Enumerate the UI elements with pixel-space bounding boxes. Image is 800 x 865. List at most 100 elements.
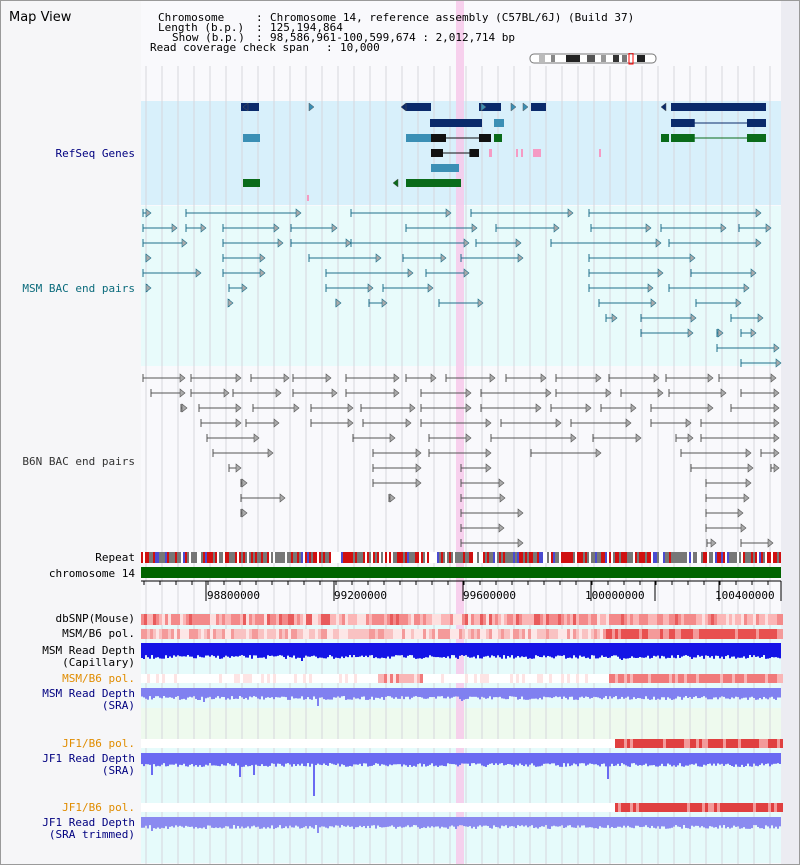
- repeat-segment: [759, 552, 761, 563]
- depth-bar: [455, 643, 457, 658]
- depth-bar: [551, 753, 553, 764]
- heatmap-cell: [381, 674, 384, 683]
- depth-bar: [499, 817, 501, 829]
- heatmap-cell: [453, 803, 456, 812]
- heatmap-cell: [594, 803, 597, 812]
- depth-bar: [575, 643, 577, 658]
- depth-bar: [609, 817, 611, 829]
- heatmap-cell: [342, 629, 345, 639]
- depth-bar: [241, 688, 243, 698]
- depth-bar: [631, 817, 633, 828]
- depth-bar: [467, 643, 469, 657]
- depth-bar: [595, 753, 597, 765]
- heatmap-cell: [576, 614, 579, 625]
- heatmap-cell: [675, 803, 678, 812]
- depth-bar: [159, 643, 161, 659]
- depth-bar: [601, 817, 603, 828]
- bac-end-arrow: [645, 223, 652, 233]
- heatmap-cell: [408, 629, 411, 639]
- depth-bar: [567, 688, 569, 700]
- depth-bar: [665, 753, 667, 767]
- depth-bar: [395, 753, 397, 765]
- chromosome-ideogram[interactable]: [529, 53, 659, 65]
- show-sep: :: [256, 31, 263, 44]
- depth-bar: [505, 688, 507, 700]
- heatmap-cell: [690, 674, 693, 683]
- depth-bar: [425, 643, 427, 658]
- heatmap-cell: [297, 739, 300, 748]
- repeat-segment: [209, 552, 211, 563]
- repeat-segment: [577, 552, 579, 563]
- depth-bar: [439, 753, 441, 766]
- repeat-segment: [587, 552, 589, 563]
- bac-end-arrow: [567, 208, 574, 218]
- depth-bar: [379, 817, 381, 828]
- depth-bar: [245, 643, 247, 658]
- depth-bar: [401, 753, 403, 767]
- heatmap-cell: [618, 614, 621, 625]
- depth-bar: [409, 817, 411, 828]
- heatmap-cell: [228, 614, 231, 625]
- depth-bar: [335, 643, 337, 658]
- depth-bar: [401, 643, 403, 656]
- bac-end-arrow: [235, 463, 242, 473]
- heatmap-cell: [210, 803, 213, 812]
- depth-bar: [247, 817, 249, 827]
- depth-bar: [381, 643, 383, 658]
- bac-end-arrow: [485, 463, 492, 473]
- heatmap-cell: [450, 803, 453, 812]
- depth-bar: [501, 753, 503, 764]
- repeat-segment: [457, 552, 459, 563]
- depth-bar: [579, 817, 581, 828]
- depth-bar: [229, 643, 231, 658]
- heatmap-cell: [549, 739, 552, 748]
- depth-bar: [189, 643, 191, 657]
- depth-bar: [283, 643, 285, 658]
- depth-bar: [287, 688, 289, 700]
- gene-exon: [431, 134, 446, 142]
- depth-bar: [199, 643, 201, 657]
- heatmap-cell: [336, 614, 339, 625]
- heatmap-cell: [681, 629, 684, 639]
- depth-bar: [715, 753, 717, 766]
- depth-bar: [615, 817, 617, 828]
- bac-end-arrow: [687, 433, 694, 443]
- repeat-segment: [347, 552, 349, 563]
- chromosome-value: Chromosome 14, reference assembly (C57BL…: [270, 11, 635, 24]
- depth-bar: [463, 643, 465, 656]
- heatmap-cell: [513, 803, 516, 812]
- depth-bar: [459, 643, 461, 656]
- heatmap-cell: [630, 739, 633, 748]
- depth-bar: [681, 753, 683, 767]
- bac-end-arrow: [517, 508, 524, 518]
- depth-bar: [345, 643, 347, 657]
- heatmap-cell: [153, 803, 156, 812]
- depth-bar: [275, 753, 277, 767]
- heatmap-cell: [540, 614, 543, 625]
- depth-bar: [427, 817, 429, 827]
- depth-bar: [531, 817, 533, 826]
- heatmap-cell: [201, 803, 204, 812]
- depth-bar: [567, 817, 569, 826]
- depth-bar: [329, 688, 331, 700]
- heatmap-cell: [423, 614, 426, 625]
- bac-end-arrow: [325, 373, 332, 383]
- heatmap-cell: [486, 803, 489, 812]
- heatmap-cell: [522, 614, 525, 625]
- depth-bar: [439, 817, 441, 829]
- depth-bar: [435, 688, 437, 699]
- depth-bar: [641, 753, 643, 766]
- depth-bar: [627, 753, 629, 767]
- selection-highlight-band[interactable]: [456, 1, 464, 864]
- heatmap-cell: [552, 739, 555, 748]
- heatmap-cell: [723, 739, 726, 748]
- repeat-segment: [683, 552, 685, 563]
- heatmap-cell: [537, 739, 540, 748]
- depth-bar: [321, 753, 323, 766]
- depth-bar: [495, 753, 497, 764]
- depth-bar: [329, 817, 331, 827]
- heatmap-cell: [600, 614, 603, 625]
- bac-end-arrow: [657, 268, 664, 278]
- depth-bar: [431, 643, 433, 657]
